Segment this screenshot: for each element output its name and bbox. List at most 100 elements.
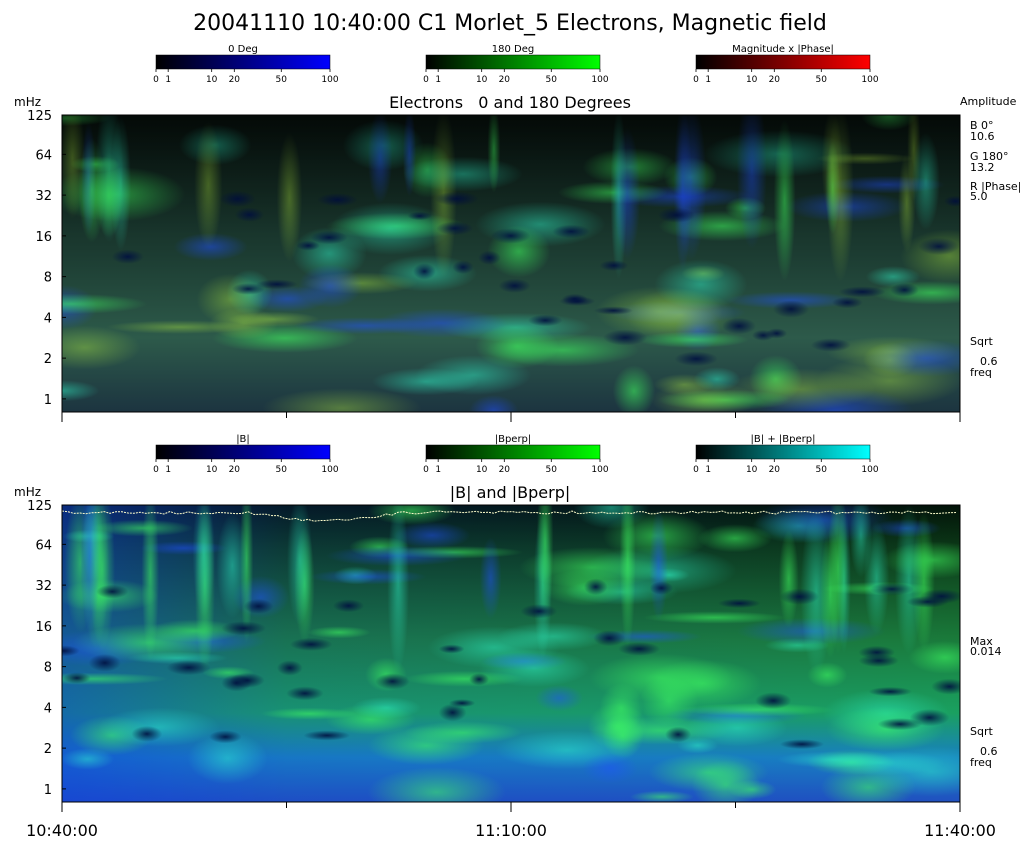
y-tick-label: 4 [44, 311, 52, 326]
heatmap-cell [221, 621, 266, 636]
heatmap-cell [810, 338, 851, 352]
heatmap-cell [858, 654, 899, 668]
y-tick-label: 64 [35, 148, 52, 163]
colorbar [155, 54, 331, 70]
scale-unit: freq [970, 366, 992, 379]
heatmap-cell [779, 588, 820, 605]
colorbar-label: Magnitude x |Phase| [732, 44, 834, 55]
heatmap-cell [674, 351, 719, 367]
heatmap-cell [111, 249, 144, 264]
heatmap-cell [289, 637, 333, 651]
heatmap-cell [869, 582, 914, 596]
heatmap-cell [816, 750, 946, 776]
heatmap-cell [779, 739, 825, 750]
heatmap-cell [469, 673, 490, 686]
colorbar-label: 0 Deg [228, 44, 258, 55]
y-tick-label: 8 [44, 271, 52, 286]
colorbar-label: |Bperp| [495, 434, 532, 445]
heatmap-cell [478, 250, 501, 265]
heatmap-cell [722, 317, 756, 335]
heatmap-cell [231, 283, 265, 295]
amplitude-header: Amplitude [960, 95, 1017, 108]
colorbar-tick-label: 50 [276, 75, 288, 85]
heatmap-cell [629, 790, 695, 802]
heatmap-cell [686, 709, 788, 747]
colorbar-tick-label: 10 [206, 465, 218, 475]
colorbar-tick-label: 1 [165, 75, 171, 85]
y-tick-label: 16 [35, 620, 52, 635]
colorbar-tick-label: 20 [769, 465, 781, 475]
amp-value-b: 10.6 [970, 130, 995, 143]
panel-title: |B| and |Bperp| [450, 483, 571, 502]
y-tick-label: 2 [44, 352, 52, 367]
heatmap-cell [890, 282, 919, 297]
heatmap-cell [831, 296, 863, 309]
panel-electrons: Electrons 0 and 180 Degrees mHz 125 64 32 1… [14, 93, 1020, 422]
y-tick-label: 1 [44, 783, 52, 798]
colorbar-tick-label: 10 [746, 465, 758, 475]
heatmap-cell [866, 339, 960, 377]
heatmap-cell [192, 505, 216, 617]
heatmap-cell [332, 599, 365, 613]
colorbar-tick-label: 1 [705, 465, 711, 475]
colorbar-tick-label: 50 [546, 75, 558, 85]
heatmap-cell [691, 759, 761, 802]
heatmap-cell [404, 721, 523, 744]
colorbar-tick-label: 0 [423, 465, 429, 475]
y-tick-label: 125 [27, 499, 52, 514]
heatmap-cell [478, 649, 590, 688]
heatmap-cell [469, 395, 519, 412]
heatmap-cell [603, 329, 648, 346]
heatmap-cell [303, 730, 351, 741]
heatmap-cell [498, 278, 531, 293]
heatmap-cell [298, 264, 363, 308]
heatmap-cell [906, 595, 949, 608]
heatmap-cell [62, 672, 168, 686]
y-tick-label: 16 [35, 230, 52, 245]
heatmap-cell [62, 645, 80, 657]
heatmap-magnetic-field [62, 505, 960, 802]
heatmap-cell [98, 707, 221, 747]
panel-title: Electrons 0 and 180 Degrees [389, 93, 631, 112]
heatmap-cell [697, 524, 773, 553]
colorbar-tick-label: 1 [435, 75, 441, 85]
amp-label-g: G 180° [970, 150, 1009, 163]
y-tick-label: 8 [44, 661, 52, 676]
colorbar-tick-label: 10 [476, 465, 488, 475]
heatmap-cell [196, 273, 265, 326]
heatmap-cell [88, 654, 121, 672]
heatmap-cell [413, 263, 436, 280]
heatmap-cell [849, 505, 873, 578]
y-tick-label: 32 [35, 189, 52, 204]
heatmap-cell [292, 317, 439, 335]
heatmap-cell [649, 509, 669, 621]
heatmap-cell [636, 331, 749, 348]
colorbar-tick-label: 1 [705, 75, 711, 85]
colorbar [695, 54, 871, 70]
colorbar-tick-label: 0 [693, 75, 699, 85]
x-tick-label: 11:40:00 [924, 821, 996, 840]
y-axis-label: mHz [14, 485, 41, 499]
colorbar-tick-label: 100 [321, 75, 338, 85]
heatmap-cell [351, 696, 422, 719]
heatmap-cell [261, 707, 358, 720]
heatmap-cell [141, 505, 160, 661]
panel-magnetic-field: |B| and |Bperp| mHz 125 64 32 16 8 4 2 1 10:40:… [14, 483, 1002, 840]
amp-label-b: B 0° [970, 119, 994, 132]
heatmap-cell [583, 578, 608, 596]
heatmap-cell [209, 730, 242, 744]
colorbar-tick-label: 10 [746, 75, 758, 85]
heatmap-cell [96, 584, 129, 599]
colorbar-tick-label: 0 [423, 75, 429, 85]
side-panel-amplitude: Amplitude B 0° 10.6 G 180° 13.2 R |Phase… [960, 95, 1020, 379]
heatmap-cell [528, 314, 563, 327]
scale-label: Sqrt [970, 725, 993, 738]
heatmap-cell [900, 229, 960, 284]
heatmap-cell [63, 672, 91, 684]
heatmap-cell [276, 660, 303, 676]
heatmap-cell [387, 505, 410, 672]
heatmap-cell [393, 522, 471, 549]
colorbar-label: 180 Deg [492, 44, 534, 55]
heatmap-cell [438, 644, 465, 654]
